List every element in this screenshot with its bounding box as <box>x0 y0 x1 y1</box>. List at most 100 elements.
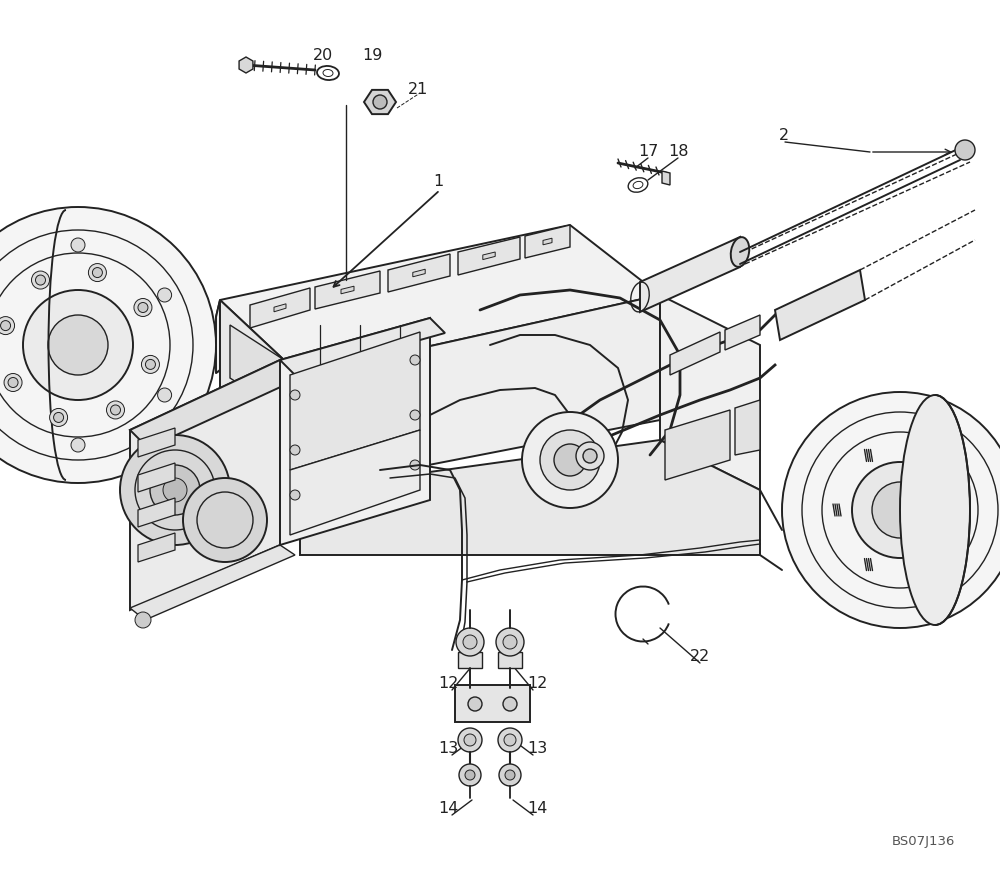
Circle shape <box>158 388 172 402</box>
Circle shape <box>410 355 420 365</box>
Polygon shape <box>775 270 865 340</box>
Polygon shape <box>250 288 310 328</box>
Circle shape <box>23 290 133 400</box>
Ellipse shape <box>900 395 970 625</box>
Circle shape <box>583 449 597 463</box>
Polygon shape <box>274 303 286 312</box>
Circle shape <box>290 490 300 500</box>
Circle shape <box>0 207 216 483</box>
Polygon shape <box>364 90 396 114</box>
Polygon shape <box>280 318 445 375</box>
Circle shape <box>35 275 45 285</box>
Polygon shape <box>130 360 300 448</box>
Polygon shape <box>138 533 175 562</box>
Polygon shape <box>525 225 570 258</box>
Circle shape <box>135 612 151 628</box>
Polygon shape <box>665 410 730 480</box>
Polygon shape <box>725 315 760 350</box>
Circle shape <box>576 442 604 470</box>
Circle shape <box>54 412 64 422</box>
Polygon shape <box>413 269 425 276</box>
Polygon shape <box>130 360 280 610</box>
Circle shape <box>158 288 172 302</box>
Text: 14: 14 <box>527 800 547 815</box>
Circle shape <box>71 238 85 252</box>
Polygon shape <box>130 545 295 620</box>
Circle shape <box>92 268 102 277</box>
Circle shape <box>498 728 522 752</box>
Circle shape <box>410 460 420 470</box>
Circle shape <box>410 410 420 420</box>
Circle shape <box>496 628 524 656</box>
Polygon shape <box>138 428 175 457</box>
Circle shape <box>540 430 600 490</box>
Text: 13: 13 <box>438 740 458 755</box>
Circle shape <box>8 378 18 387</box>
Polygon shape <box>662 171 670 185</box>
Text: 22: 22 <box>690 649 710 664</box>
Circle shape <box>872 482 928 538</box>
Polygon shape <box>290 332 420 470</box>
Text: 19: 19 <box>362 47 382 63</box>
Polygon shape <box>239 57 253 73</box>
Circle shape <box>499 764 521 786</box>
Text: 12: 12 <box>527 676 547 691</box>
Circle shape <box>503 635 517 649</box>
Circle shape <box>782 392 1000 628</box>
Polygon shape <box>640 237 740 312</box>
Polygon shape <box>138 498 175 527</box>
Circle shape <box>134 298 152 317</box>
Polygon shape <box>458 237 520 275</box>
Text: 14: 14 <box>438 800 458 815</box>
Circle shape <box>504 734 516 746</box>
Text: 18: 18 <box>668 144 688 159</box>
Circle shape <box>31 271 49 289</box>
Polygon shape <box>543 238 552 245</box>
Circle shape <box>48 315 108 375</box>
Circle shape <box>554 444 586 476</box>
Circle shape <box>50 408 68 426</box>
Text: 12: 12 <box>438 676 458 691</box>
Polygon shape <box>300 357 360 428</box>
Circle shape <box>71 438 85 452</box>
Text: 2: 2 <box>779 128 789 144</box>
Text: 20: 20 <box>313 47 333 63</box>
Polygon shape <box>341 286 354 294</box>
Circle shape <box>522 412 618 508</box>
Polygon shape <box>455 685 530 722</box>
Circle shape <box>373 95 387 109</box>
Circle shape <box>505 770 515 780</box>
Polygon shape <box>290 430 420 535</box>
Circle shape <box>141 356 159 373</box>
Text: 21: 21 <box>408 83 428 98</box>
Polygon shape <box>216 300 220 373</box>
Circle shape <box>456 628 484 656</box>
Circle shape <box>1 321 11 330</box>
Polygon shape <box>315 271 380 309</box>
Text: BS07J136: BS07J136 <box>892 835 955 848</box>
Circle shape <box>955 140 975 160</box>
Circle shape <box>503 697 517 711</box>
Polygon shape <box>230 325 295 420</box>
Circle shape <box>4 373 22 392</box>
Polygon shape <box>280 318 430 545</box>
Circle shape <box>458 728 482 752</box>
Circle shape <box>290 445 300 455</box>
Polygon shape <box>458 652 482 668</box>
Polygon shape <box>220 300 300 490</box>
Ellipse shape <box>731 237 749 267</box>
Polygon shape <box>483 252 495 260</box>
Circle shape <box>290 390 300 400</box>
Circle shape <box>120 435 230 545</box>
Circle shape <box>150 465 200 515</box>
Circle shape <box>106 401 124 419</box>
Polygon shape <box>388 254 450 292</box>
Circle shape <box>852 462 948 558</box>
Circle shape <box>110 405 120 415</box>
Circle shape <box>163 478 187 502</box>
Text: 13: 13 <box>527 740 547 755</box>
Polygon shape <box>660 295 760 490</box>
Text: 1: 1 <box>433 174 443 188</box>
Polygon shape <box>300 440 760 555</box>
Polygon shape <box>300 295 660 490</box>
